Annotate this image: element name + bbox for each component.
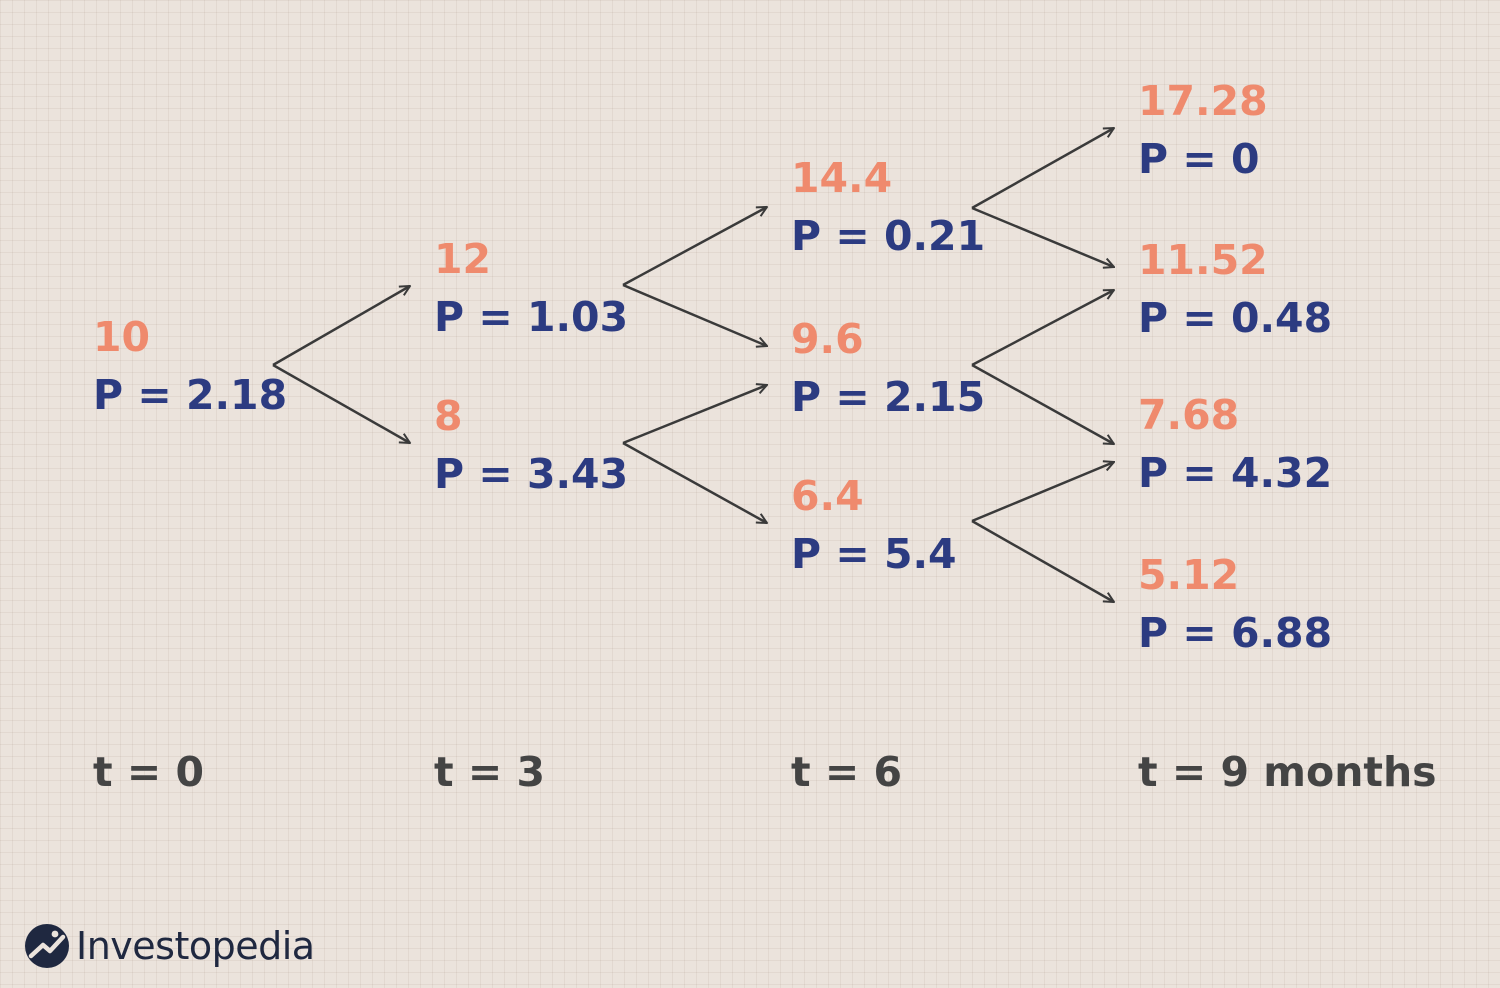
arrow-upup-to-n1 xyxy=(971,128,1114,210)
node-option-value: P = 5.4 xyxy=(791,530,957,578)
time-label-t9: t = 9 months xyxy=(1138,748,1437,796)
node-price: 12 xyxy=(434,235,492,283)
node-option-value: P = 4.32 xyxy=(1138,449,1333,497)
tree-node-t6-mid: 9.6 P = 2.15 xyxy=(791,310,985,426)
node-price: 6.4 xyxy=(791,472,864,520)
node-price: 14.4 xyxy=(791,154,893,202)
arrow-upup-to-n2 xyxy=(971,206,1114,267)
node-option-value: P = 2.18 xyxy=(93,371,288,419)
node-option-value: P = 0.21 xyxy=(791,212,986,260)
time-label-t0: t = 0 xyxy=(93,748,205,796)
node-option-value: P = 3.43 xyxy=(434,450,629,498)
arrow-t0-to-down xyxy=(272,363,410,443)
arrow-downdown-to-n3 xyxy=(971,462,1114,523)
tree-node-t9-3: 7.68 P = 4.32 xyxy=(1138,386,1332,502)
arrow-mid-to-n2 xyxy=(971,288,1114,367)
node-price: 5.12 xyxy=(1138,551,1240,599)
arrow-up-to-upup xyxy=(622,205,767,287)
node-option-value: P = 6.88 xyxy=(1138,609,1333,657)
node-option-value: P = 0 xyxy=(1138,135,1260,183)
node-price: 17.28 xyxy=(1138,77,1268,125)
brand-name: Investopedia xyxy=(76,924,315,968)
tree-node-t0: 10 P = 2.18 xyxy=(93,308,287,424)
time-label-t3: t = 3 xyxy=(434,748,546,796)
tree-node-t6-upup: 14.4 P = 0.21 xyxy=(791,149,985,265)
node-price: 11.52 xyxy=(1138,236,1268,284)
node-price: 9.6 xyxy=(791,315,864,363)
arrow-up-to-mid xyxy=(622,283,767,346)
node-option-value: P = 1.03 xyxy=(434,293,629,341)
arrow-down-to-mid xyxy=(622,385,767,445)
investopedia-logo-icon xyxy=(25,924,69,968)
node-option-value: P = 0.48 xyxy=(1138,294,1333,342)
node-option-value: P = 2.15 xyxy=(791,373,986,421)
node-price: 10 xyxy=(93,313,151,361)
node-price: 8 xyxy=(434,392,463,440)
tree-node-t9-1: 17.28 P = 0 xyxy=(1138,72,1268,188)
arrow-mid-to-n3 xyxy=(971,363,1114,446)
tree-node-t9-4: 5.12 P = 6.88 xyxy=(1138,546,1332,662)
tree-node-t3-down: 8 P = 3.43 xyxy=(434,387,628,503)
arrow-down-to-downdown xyxy=(622,441,767,525)
time-label-t6: t = 6 xyxy=(791,748,903,796)
arrow-downdown-to-n4 xyxy=(971,519,1114,602)
node-price: 7.68 xyxy=(1138,391,1240,439)
tree-node-t6-downdown: 6.4 P = 5.4 xyxy=(791,467,957,583)
brand-logo: Investopedia xyxy=(24,920,315,972)
tree-node-t3-up: 12 P = 1.03 xyxy=(434,230,628,346)
arrow-t0-to-up xyxy=(272,286,410,367)
tree-node-t9-2: 11.52 P = 0.48 xyxy=(1138,231,1332,347)
